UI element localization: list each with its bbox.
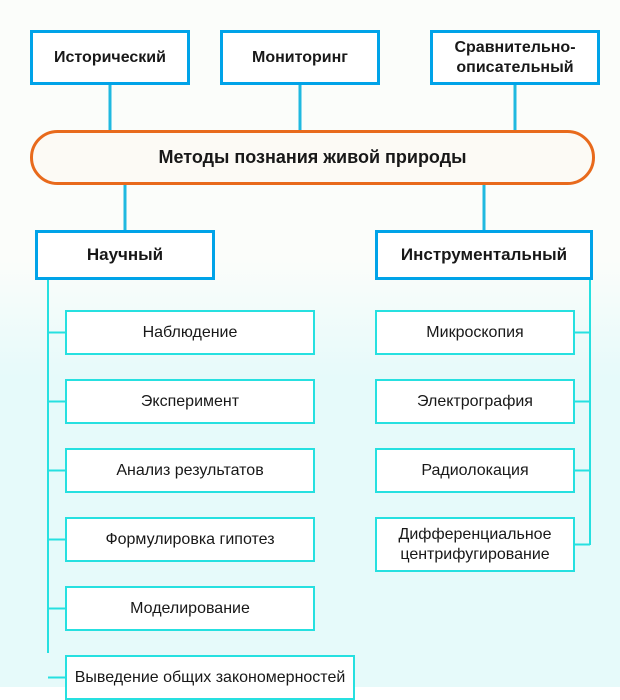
leaf-modeling: Моделирование (65, 586, 315, 631)
center-methods: Методы познания живой природы (30, 130, 595, 185)
leaf-microscopy: Микроскопия (375, 310, 575, 355)
leaf-centrifugation: Дифференциальное центрифугирование (375, 517, 575, 572)
mid-instrumental: Инструментальный (375, 230, 593, 280)
top-comparative: Сравнительно-описательный (430, 30, 600, 85)
mid-scientific: Научный (35, 230, 215, 280)
leaf-radiolocation: Радиолокация (375, 448, 575, 493)
leaf-electrography: Электрография (375, 379, 575, 424)
leaf-hypothesis: Формулировка гипотез (65, 517, 315, 562)
top-historical: Исторический (30, 30, 190, 85)
leaf-observation: Наблюдение (65, 310, 315, 355)
top-monitoring: Мониторинг (220, 30, 380, 85)
leaf-experiment: Эксперимент (65, 379, 315, 424)
leaf-analysis: Анализ результатов (65, 448, 315, 493)
leaf-generalization: Выведение общих закономерностей (65, 655, 355, 700)
